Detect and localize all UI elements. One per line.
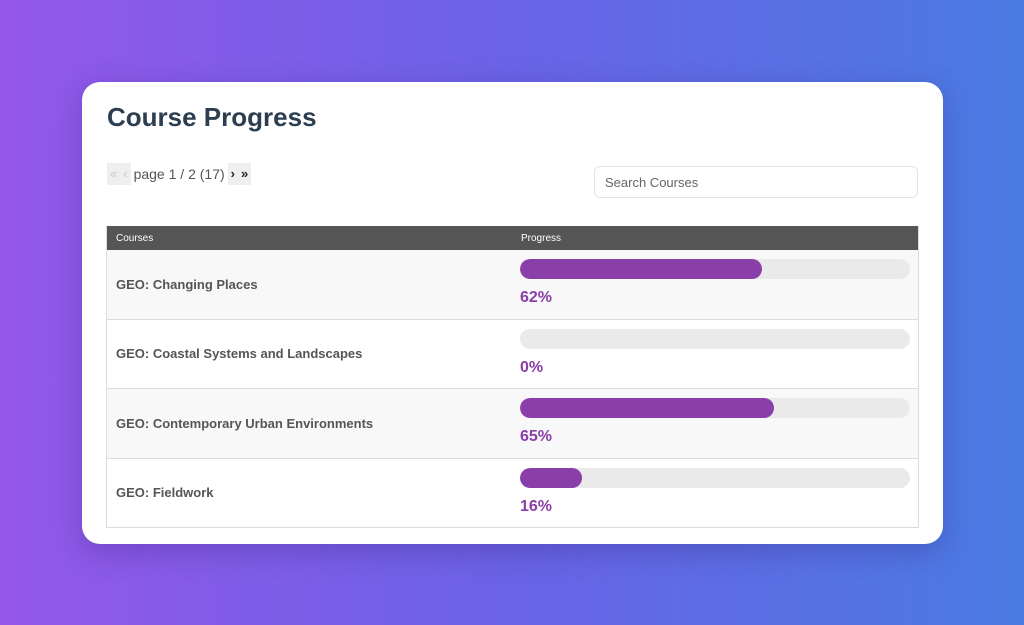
course-name[interactable]: GEO: Contemporary Urban Environments xyxy=(116,415,374,431)
search-input[interactable] xyxy=(594,166,918,198)
progress-cell: 0% xyxy=(512,320,918,389)
progress-fill xyxy=(520,467,583,488)
progress-cell: 65% xyxy=(512,389,918,458)
next-page-button[interactable]: › xyxy=(227,163,238,185)
table-header: Courses Progress xyxy=(107,226,918,250)
course-name[interactable]: GEO: Changing Places xyxy=(116,276,258,292)
first-page-button[interactable]: « xyxy=(107,163,121,185)
header-progress[interactable]: Progress xyxy=(521,232,562,244)
table-row[interactable]: GEO: Coastal Systems and Landscapes 0% xyxy=(107,319,918,389)
progress-bar xyxy=(520,467,910,488)
progress-cell: 62% xyxy=(512,250,918,319)
header-courses[interactable]: Courses xyxy=(116,232,154,244)
pagination: « ‹ page 1 / 2 (17) › » xyxy=(107,163,252,185)
table-row[interactable]: GEO: Changing Places 62% xyxy=(107,250,918,320)
progress-fill xyxy=(520,398,774,418)
progress-cell: 16% xyxy=(512,459,918,528)
course-progress-card: Course Progress « ‹ page 1 / 2 (17) › » … xyxy=(82,82,943,544)
progress-bar xyxy=(520,328,910,349)
table-body: GEO: Changing Places 62% GEO: Coastal Sy… xyxy=(107,250,918,528)
progress-percent: 65% xyxy=(520,428,553,445)
table-row[interactable]: GEO: Contemporary Urban Environments 65% xyxy=(107,389,918,459)
progress-percent: 62% xyxy=(520,289,553,306)
progress-percent: 0% xyxy=(520,358,544,376)
progress-fill xyxy=(520,259,762,279)
prev-page-button[interactable]: ‹ xyxy=(120,163,131,185)
progress-bar xyxy=(520,398,910,418)
last-page-button[interactable]: » xyxy=(237,163,252,185)
progress-bar xyxy=(520,259,910,279)
course-name[interactable]: GEO: Coastal Systems and Landscapes xyxy=(116,346,363,362)
course-name[interactable]: GEO: Fieldwork xyxy=(116,485,214,501)
table-row[interactable]: GEO: Fieldwork 16% xyxy=(107,458,918,528)
page-info: page 1 / 2 (17) xyxy=(133,166,225,182)
page-title: Course Progress xyxy=(107,102,317,132)
courses-table: Courses Progress GEO: Changing Places 62… xyxy=(106,226,919,528)
progress-percent: 16% xyxy=(520,497,553,515)
